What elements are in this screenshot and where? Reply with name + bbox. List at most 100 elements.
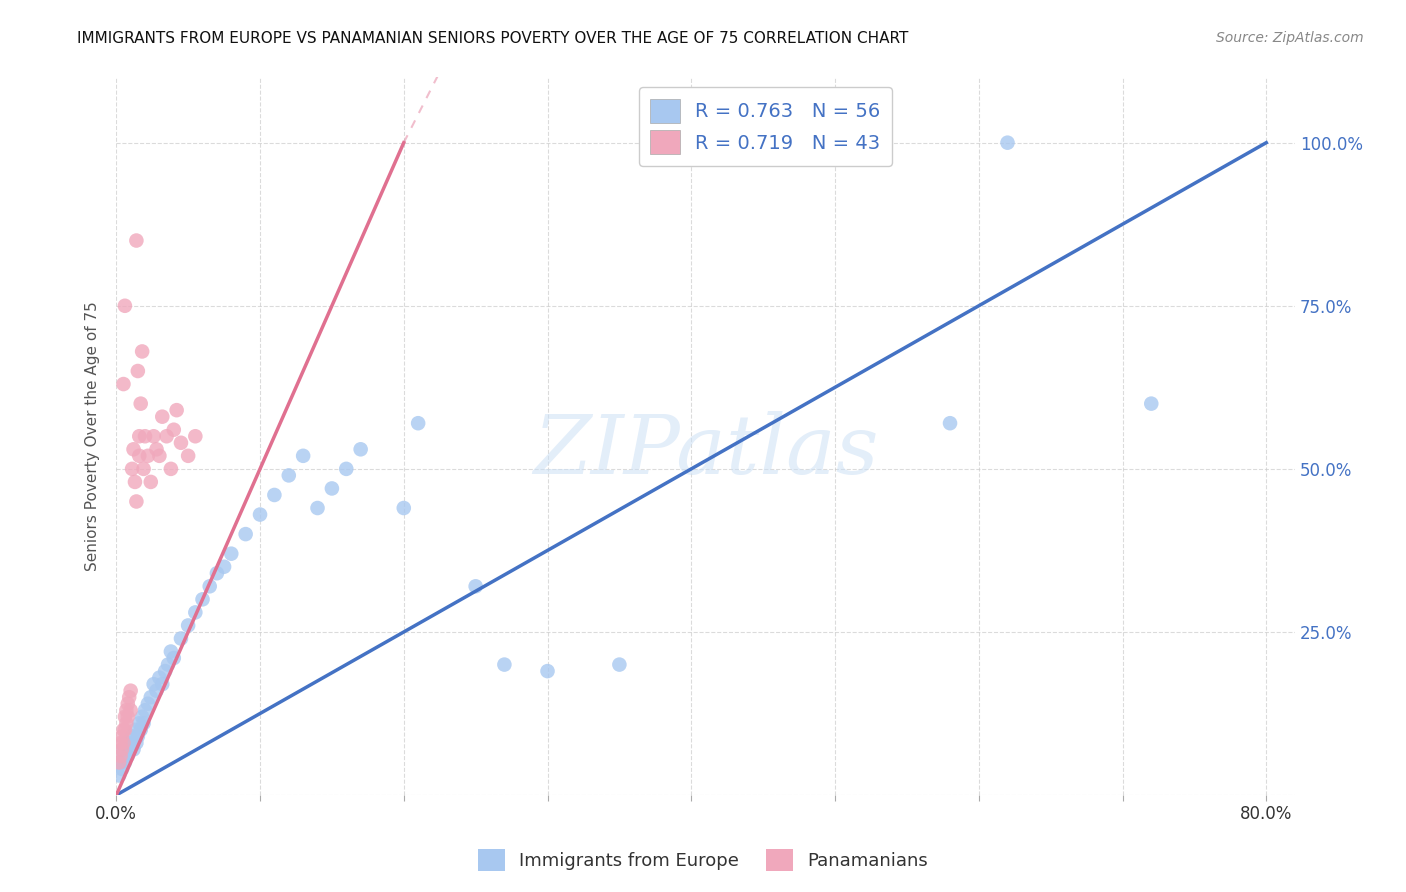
Point	[110, 736, 132, 750]
Point	[170, 435, 193, 450]
Point	[118, 690, 141, 705]
Point	[115, 703, 138, 717]
Point	[127, 364, 149, 378]
Point	[120, 683, 142, 698]
Text: Source: ZipAtlas.com: Source: ZipAtlas.com	[1216, 31, 1364, 45]
Point	[117, 748, 139, 763]
Point	[139, 475, 162, 489]
Point	[160, 644, 183, 658]
Point	[406, 416, 429, 430]
Point	[148, 449, 170, 463]
Point	[145, 683, 167, 698]
Point	[124, 723, 146, 737]
Point	[198, 579, 221, 593]
Point	[155, 429, 177, 443]
Point	[249, 508, 271, 522]
Point	[132, 462, 155, 476]
Point	[110, 756, 132, 770]
Point	[111, 762, 134, 776]
Y-axis label: Seniors Poverty Over the Age of 75: Seniors Poverty Over the Age of 75	[86, 301, 100, 571]
Point	[163, 423, 186, 437]
Point	[134, 429, 156, 443]
Point	[128, 449, 150, 463]
Point	[129, 397, 152, 411]
Point	[321, 482, 343, 496]
Point	[139, 690, 162, 705]
Point	[307, 501, 329, 516]
Point	[131, 710, 153, 724]
Point	[277, 468, 299, 483]
Point	[134, 703, 156, 717]
Point	[163, 651, 186, 665]
Point	[136, 449, 159, 463]
Point	[153, 664, 176, 678]
Point	[212, 559, 235, 574]
Point	[464, 579, 486, 593]
Point	[111, 730, 134, 744]
Point	[939, 416, 962, 430]
Point	[114, 710, 136, 724]
Point	[335, 462, 357, 476]
Text: ZIPatlas: ZIPatlas	[533, 410, 879, 491]
Point	[219, 547, 242, 561]
Point	[150, 409, 173, 424]
Point	[142, 429, 165, 443]
Point	[205, 566, 228, 581]
Point	[177, 449, 200, 463]
Point	[263, 488, 285, 502]
Point	[120, 736, 142, 750]
Point	[115, 736, 138, 750]
Point	[112, 736, 135, 750]
Point	[392, 501, 415, 516]
Point	[110, 748, 132, 763]
Point	[112, 742, 135, 756]
Point	[112, 377, 135, 392]
Point	[150, 677, 173, 691]
Point	[191, 592, 214, 607]
Point	[108, 768, 131, 782]
Point	[108, 756, 131, 770]
Point	[114, 723, 136, 737]
Point	[128, 429, 150, 443]
Point	[115, 716, 138, 731]
Point	[124, 475, 146, 489]
Point	[166, 403, 188, 417]
Legend: R = 0.763   N = 56, R = 0.719   N = 43: R = 0.763 N = 56, R = 0.719 N = 43	[638, 87, 891, 166]
Point	[125, 494, 148, 508]
Point	[114, 299, 136, 313]
Point	[118, 742, 141, 756]
Point	[609, 657, 631, 672]
Point	[170, 632, 193, 646]
Point	[112, 748, 135, 763]
Point	[125, 736, 148, 750]
Point	[112, 723, 135, 737]
Point	[148, 671, 170, 685]
Point	[120, 703, 142, 717]
Point	[121, 730, 143, 744]
Point	[125, 234, 148, 248]
Point	[536, 664, 558, 678]
Point	[122, 442, 145, 457]
Point	[160, 462, 183, 476]
Point	[117, 710, 139, 724]
Point	[131, 344, 153, 359]
Point	[184, 429, 207, 443]
Point	[177, 618, 200, 632]
Point	[997, 136, 1019, 150]
Point	[350, 442, 373, 457]
Text: IMMIGRANTS FROM EUROPE VS PANAMANIAN SENIORS POVERTY OVER THE AGE OF 75 CORRELAT: IMMIGRANTS FROM EUROPE VS PANAMANIAN SEN…	[77, 31, 908, 46]
Point	[157, 657, 180, 672]
Point	[128, 716, 150, 731]
Point	[292, 449, 315, 463]
Point	[184, 606, 207, 620]
Point	[494, 657, 516, 672]
Point	[235, 527, 257, 541]
Point	[127, 730, 149, 744]
Point	[121, 462, 143, 476]
Point	[114, 756, 136, 770]
Point	[142, 677, 165, 691]
Point	[129, 723, 152, 737]
Point	[136, 697, 159, 711]
Point	[132, 716, 155, 731]
Point	[122, 742, 145, 756]
